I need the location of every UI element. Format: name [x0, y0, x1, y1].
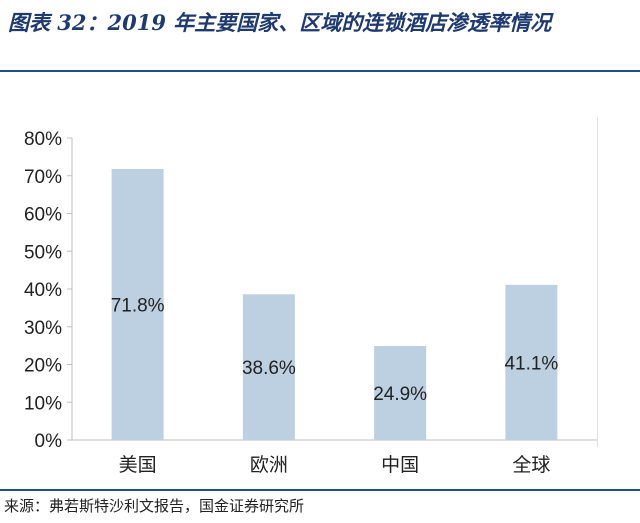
data-label: 71.8% — [111, 295, 165, 316]
category-labels: 美国 欧洲 中国 全球 — [119, 454, 551, 476]
y-tick-label: 0% — [35, 431, 63, 452]
bars — [111, 168, 558, 440]
category-label: 美国 — [119, 454, 157, 476]
figure-title: 图表 32：2019 年主要国家、区域的连锁酒店渗透率情况 — [8, 10, 552, 35]
source-divider — [0, 489, 640, 491]
data-label: 38.6% — [242, 358, 296, 379]
bar — [505, 284, 558, 440]
y-tick-label: 40% — [24, 280, 62, 301]
y-tick-label: 10% — [24, 393, 62, 414]
data-label: 24.9% — [373, 384, 427, 405]
bar — [374, 346, 427, 440]
data-labels: 71.8% 38.6% 24.9% 41.1% — [111, 295, 559, 405]
category-label: 全球 — [512, 454, 550, 476]
plot-area-edge — [597, 117, 598, 447]
y-tick-label: 30% — [24, 318, 62, 339]
bar-chart: 0% 10% 20% 30% 40% 50% 60% 70% 80% 71.8% 38.6% 24.… — [24, 117, 598, 476]
category-label: 中国 — [381, 454, 419, 476]
y-axis-ticks: 0% 10% 20% 30% 40% 50% 60% 70% 80% — [24, 129, 72, 452]
title-divider — [0, 70, 640, 72]
y-tick-label: 70% — [24, 167, 62, 188]
y-tick-label: 50% — [24, 242, 62, 263]
y-tick-label: 80% — [24, 129, 62, 150]
bar — [111, 168, 164, 440]
bar — [242, 294, 295, 440]
y-tick-label: 20% — [24, 356, 62, 377]
source-note: 来源：弗若斯特沙利文报告，国金证券研究所 — [4, 497, 305, 515]
category-label: 欧洲 — [250, 454, 288, 476]
data-label: 41.1% — [504, 353, 558, 374]
y-tick-label: 60% — [24, 205, 62, 226]
